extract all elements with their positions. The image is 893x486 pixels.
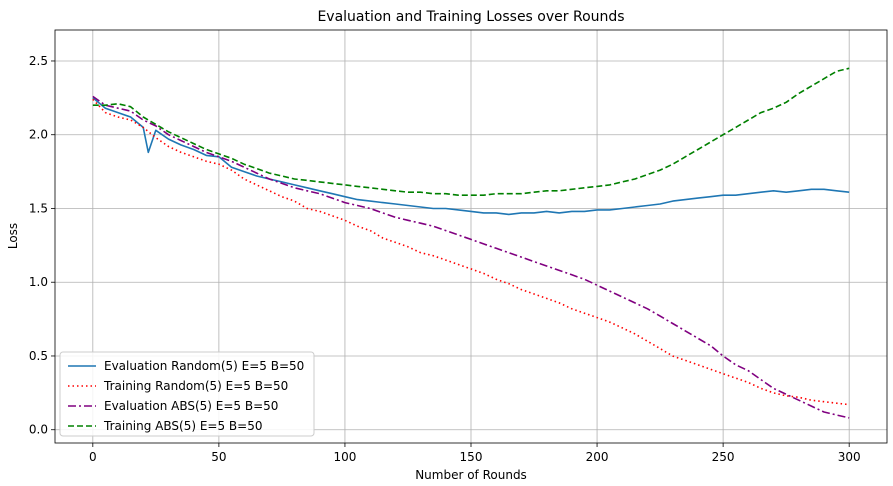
y-tick-label: 0.5 — [29, 349, 48, 363]
y-axis-label: Loss — [6, 223, 20, 249]
series-line-1 — [92, 97, 850, 216]
y-tick-label: 1.5 — [29, 201, 48, 215]
legend-label-3: Evaluation ABS(5) E=5 B=50 — [104, 399, 278, 413]
y-tick-label: 2.0 — [29, 128, 48, 142]
series-lines — [92, 67, 850, 419]
x-tick-label: 250 — [712, 450, 735, 464]
x-tick-label: 50 — [211, 450, 226, 464]
x-tick-label: 300 — [838, 450, 861, 464]
x-axis-label: Number of Rounds — [415, 468, 527, 482]
y-tick-label: 2.5 — [29, 54, 48, 68]
legend: Evaluation Random(5) E=5 B=50 Training Ra… — [59, 351, 315, 437]
x-tick-label: 0 — [89, 450, 97, 464]
legend-box — [59, 351, 315, 437]
chart-title: Evaluation and Training Losses over Roun… — [317, 9, 624, 25]
x-tick-label: 150 — [460, 450, 483, 464]
x-tick-label: 200 — [586, 450, 609, 464]
grid-lines — [55, 30, 887, 443]
y-tick-label: 0.0 — [29, 423, 48, 437]
x-tick-label: 100 — [333, 450, 356, 464]
series-line-2 — [92, 98, 850, 406]
y-tick-label: 1.0 — [29, 275, 48, 289]
axes: 0 50 100 150 200 250 300 0.0 0.5 1.0 1.5 2.0 2.5 — [29, 29, 888, 464]
legend-label-2: Training Random(5) E=5 B=50 — [103, 379, 288, 393]
legend-label-4: Training ABS(5) E=5 B=50 — [103, 419, 262, 433]
legend-label-1: Evaluation Random(5) E=5 B=50 — [104, 359, 304, 373]
series-line-4 — [92, 67, 850, 196]
series-line-3 — [92, 95, 850, 419]
